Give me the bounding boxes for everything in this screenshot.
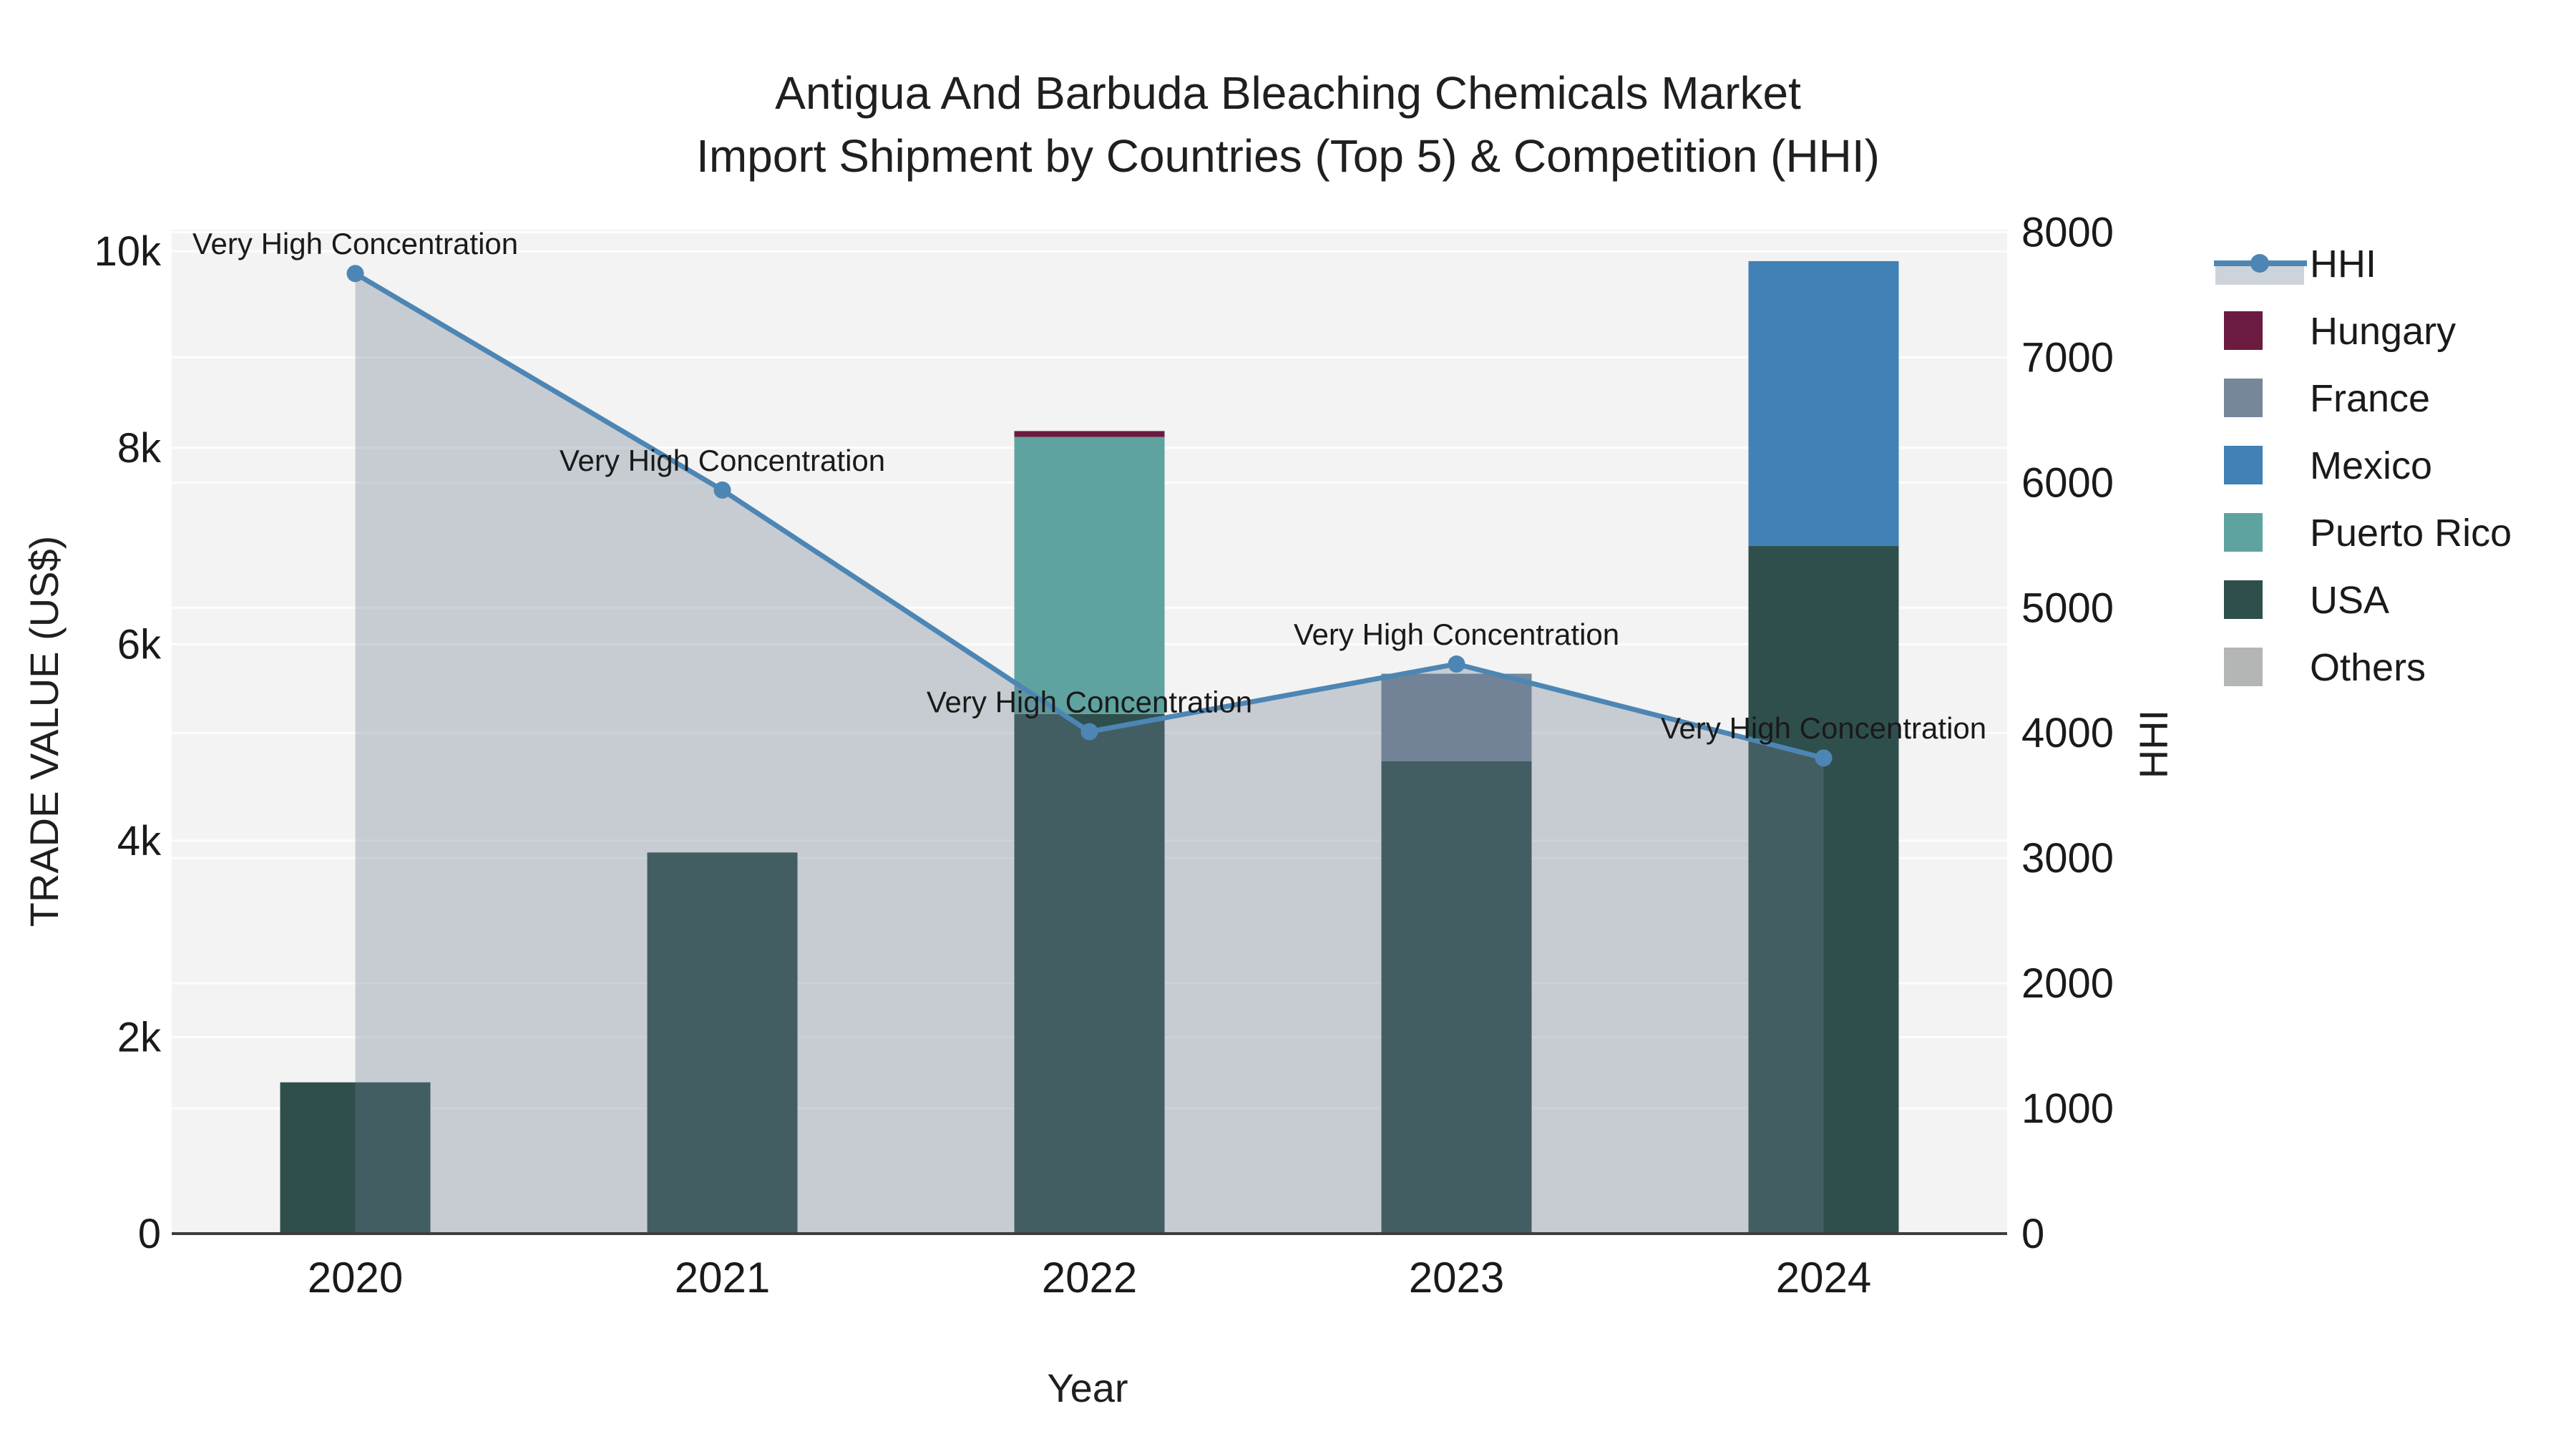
- legend-label-others: Others: [2310, 646, 2426, 689]
- hhi-area: [355, 273, 1824, 1234]
- legend-swatch-hungary: [2224, 311, 2263, 350]
- y-left-tick-6k: 6k: [117, 621, 162, 668]
- x-tick-2024: 2024: [1776, 1254, 1871, 1302]
- legend-item-usa[interactable]: USA: [2224, 579, 2389, 622]
- y-left-tick-10k: 10k: [94, 228, 162, 275]
- bar-segment-usa-2024: [1748, 546, 1899, 1234]
- bar-segment-puerto-rico-2022: [1014, 436, 1165, 714]
- x-tick-2022: 2022: [1042, 1254, 1137, 1302]
- legend-swatch-puerto-rico: [2224, 513, 2263, 552]
- y-right-tick-7000: 7000: [2021, 334, 2114, 381]
- legend-swatch-mexico: [2224, 446, 2263, 484]
- legend-item-france[interactable]: France: [2224, 377, 2430, 420]
- y-axis-title-left: TRADE VALUE (US$): [21, 535, 67, 927]
- y-right-tick-5000: 5000: [2021, 585, 2114, 631]
- annotation-2021: Very High Concentration: [560, 444, 885, 477]
- legend-swatch-france: [2224, 379, 2263, 417]
- y-right-tick-8000: 8000: [2021, 209, 2114, 255]
- y-axis-title-right: HHI: [2131, 709, 2176, 779]
- hhi-point-2024: [1815, 749, 1833, 767]
- legend-hhi-marker-icon: [2250, 254, 2269, 273]
- legend-label-france: France: [2310, 377, 2430, 420]
- chart-title-block: Antigua And Barbuda Bleaching Chemicals …: [0, 62, 2576, 187]
- bar-segment-france-2023: [1381, 673, 1532, 761]
- chart-subtitle: Import Shipment by Countries (Top 5) & C…: [696, 130, 1880, 182]
- legend-swatch-others: [2224, 648, 2263, 686]
- y-left-tick-2k: 2k: [117, 1014, 162, 1060]
- y-right-tick-4000: 4000: [2021, 710, 2114, 756]
- y-right-tick-6000: 6000: [2021, 459, 2114, 506]
- legend-label-mexico: Mexico: [2310, 444, 2432, 487]
- annotation-2024: Very High Concentration: [1661, 711, 1986, 745]
- bar-segment-hungary-2022: [1014, 431, 1165, 437]
- y-left-tick-0: 0: [138, 1211, 161, 1257]
- legend-item-others[interactable]: Others: [2224, 646, 2426, 689]
- annotation-2023: Very High Concentration: [1294, 618, 1619, 651]
- legend-label-puerto-rico: Puerto Rico: [2310, 512, 2512, 555]
- x-tick-2021: 2021: [675, 1254, 770, 1302]
- x-tick-2023: 2023: [1409, 1254, 1504, 1302]
- x-tick-2020: 2020: [308, 1254, 403, 1302]
- hhi-point-2020: [346, 265, 364, 283]
- bar-segment-usa-2020: [280, 1082, 431, 1234]
- bar-segment-usa-2021: [647, 852, 798, 1234]
- y-right-tick-2000: 2000: [2021, 960, 2114, 1007]
- legend-swatch-usa: [2224, 580, 2263, 619]
- legend-item-mexico[interactable]: Mexico: [2224, 444, 2432, 487]
- x-axis-title: Year: [1047, 1365, 1128, 1410]
- annotation-2022: Very High Concentration: [927, 686, 1252, 719]
- hhi-point-2021: [713, 481, 731, 499]
- bar-segment-mexico-2024: [1748, 260, 1899, 547]
- y-right-tick-1000: 1000: [2021, 1085, 2114, 1132]
- bar-segment-usa-2022: [1014, 713, 1165, 1234]
- legend-item-puerto-rico[interactable]: Puerto Rico: [2224, 512, 2512, 555]
- chart-title: Antigua And Barbuda Bleaching Chemicals …: [775, 67, 1801, 119]
- annotation-2020: Very High Concentration: [192, 227, 518, 260]
- legend-label-usa: USA: [2310, 579, 2389, 622]
- hhi-point-2023: [1448, 655, 1465, 673]
- y-left-tick-4k: 4k: [117, 818, 162, 864]
- bar-segment-usa-2023: [1381, 761, 1532, 1234]
- legend-item-hhi[interactable]: HHI: [2214, 243, 2376, 286]
- y-right-tick-3000: 3000: [2021, 835, 2114, 882]
- legend-label-hhi: HHI: [2310, 243, 2376, 286]
- legend-item-hungary[interactable]: Hungary: [2224, 310, 2456, 353]
- hhi-point-2022: [1080, 723, 1098, 741]
- legend-label-hungary: Hungary: [2310, 310, 2456, 353]
- y-right-tick-0: 0: [2021, 1211, 2044, 1257]
- y-left-tick-8k: 8k: [117, 425, 162, 472]
